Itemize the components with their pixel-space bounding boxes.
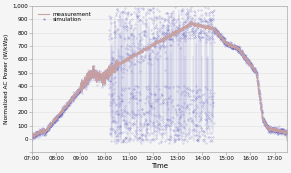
measurement [30,136,33,138]
Line: simulation: simulation [31,6,287,143]
simulation [128,138,131,140]
simulation [157,142,160,144]
simulation [173,6,177,8]
measurement [280,131,284,133]
simulation [139,61,142,63]
X-axis label: Time: Time [151,163,168,169]
Line: measurement: measurement [32,22,287,138]
measurement [139,52,142,54]
Legend: measurement, simulation: measurement, simulation [37,10,92,24]
measurement [189,21,192,23]
simulation [253,69,256,71]
Y-axis label: Normalized AC Power (W/kWp): Normalized AC Power (W/kWp) [4,34,9,124]
measurement [74,95,78,97]
simulation [59,111,63,113]
measurement [285,137,289,139]
simulation [280,132,284,134]
measurement [59,111,63,113]
measurement [128,56,131,58]
simulation [285,138,289,140]
simulation [74,93,78,95]
simulation [30,139,33,141]
measurement [253,68,256,70]
